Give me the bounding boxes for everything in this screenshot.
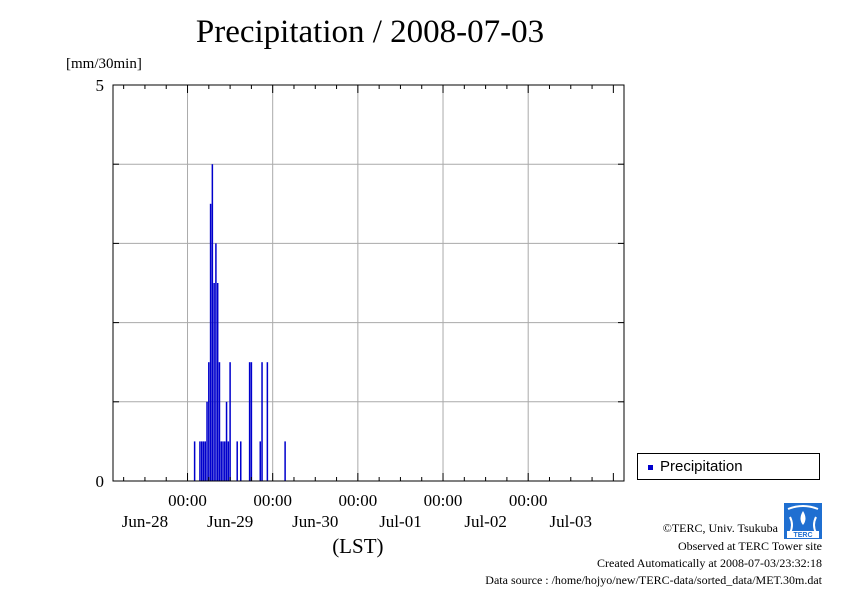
footer-source: Data source : /home/hojyo/new/TERC-data/… — [485, 573, 822, 587]
precipitation-bar — [224, 441, 226, 481]
precipitation-bar — [229, 362, 231, 481]
precipitation-bar — [216, 283, 219, 481]
precipitation-bar — [199, 441, 201, 481]
plot-frame — [112, 84, 625, 482]
x-date-label: Jun-28 — [122, 512, 168, 531]
precipitation-bar — [204, 441, 207, 481]
precipitation-bar — [266, 362, 269, 481]
precipitation-bar — [200, 441, 203, 481]
svg-text:TERC: TERC — [793, 532, 812, 539]
x-time-label: 00:00 — [168, 491, 207, 510]
x-time-label: 00:00 — [253, 491, 292, 510]
footer-copyright: ©TERC, Univ. Tsukuba — [662, 521, 778, 535]
y-tick-label: 0 — [96, 472, 105, 491]
precipitation-bar — [225, 401, 228, 481]
terc-logo-icon: TERC — [784, 503, 822, 539]
precipitation-bar — [220, 441, 222, 481]
precipitation-bar — [208, 362, 210, 481]
precipitation-bar — [211, 164, 214, 481]
precipitation-bar — [213, 283, 215, 481]
x-time-label: 00:00 — [424, 491, 463, 510]
precipitation-bar — [206, 401, 208, 481]
precipitation-bar — [202, 441, 205, 481]
x-time-label: 00:00 — [338, 491, 377, 510]
precipitation-bar — [222, 441, 224, 481]
precipitation-bar — [250, 362, 253, 481]
precipitation-bar — [209, 203, 212, 482]
legend: Precipitation — [637, 453, 820, 480]
legend-swatch — [648, 465, 653, 470]
precipitation-bar — [193, 441, 196, 481]
precipitation-bar — [248, 362, 251, 481]
footer-created: Created Automatically at 2008-07-03/23:3… — [597, 556, 822, 570]
precipitation-bar — [259, 441, 262, 481]
x-axis-label: (LST) — [332, 534, 383, 558]
x-date-label: Jun-30 — [292, 512, 338, 531]
x-date-label: Jul-02 — [464, 512, 507, 531]
y-unit-label: [mm/30min] — [66, 56, 142, 72]
y-tick-label: 5 — [96, 76, 105, 95]
x-time-label: 00:00 — [509, 491, 548, 510]
legend-label: Precipitation — [660, 458, 743, 475]
precipitation-bar — [284, 441, 286, 481]
x-date-label: Jun-29 — [207, 512, 253, 531]
precipitation-bar — [261, 362, 263, 481]
x-date-label: Jul-03 — [550, 512, 593, 531]
precipitation-bar — [218, 362, 221, 481]
precipitation-bar — [227, 441, 230, 481]
footer-observed: Observed at TERC Tower site — [677, 539, 822, 553]
chart-title: Precipitation / 2008-07-03 — [195, 14, 545, 50]
precipitation-bar — [215, 243, 217, 481]
precipitation-bar — [239, 441, 242, 481]
x-date-label: Jul-01 — [379, 512, 422, 531]
precipitation-bar — [236, 441, 238, 481]
